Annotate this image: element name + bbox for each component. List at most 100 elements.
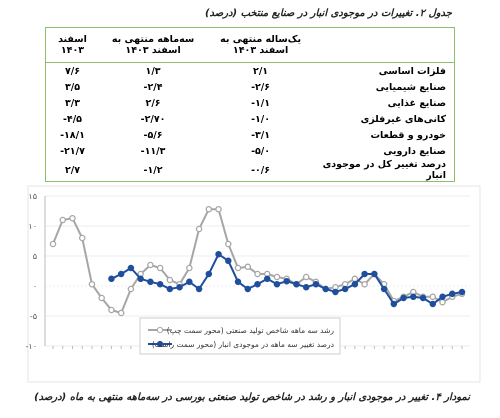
legend-marker	[156, 326, 164, 334]
cell: ۲/۶	[145, 97, 161, 109]
point	[361, 280, 368, 288]
point	[380, 285, 388, 293]
point	[108, 306, 115, 314]
figure-caption: نمودار ۴. تغییر در موجودی انبار و رشد در…	[34, 392, 470, 403]
table-row: خودرو و قطعات -۳/۱ -۵/۶ -۱۸/۱	[46, 127, 455, 143]
point	[429, 293, 437, 301]
chart: ۱۵ ۱۰ ۵ ۰ -۵ -۱۰ رشد سه ماهه شاخص تولید صنعتی …	[26, 185, 481, 383]
point	[186, 278, 193, 286]
point	[302, 283, 310, 291]
point	[205, 270, 213, 278]
header-cell: یک‌ساله منتهی به اسفند ۱۴۰۳	[207, 27, 314, 63]
table-body: فلزات اساسی ۲/۱ ۱/۳ ۷/۶ صنایع شیمیایی -۲/۶ -۲/…	[46, 63, 455, 182]
point	[88, 280, 96, 288]
cell: -۱/۱	[251, 97, 271, 109]
point	[176, 283, 183, 291]
point	[283, 277, 290, 285]
point	[351, 280, 359, 288]
point	[400, 294, 407, 302]
point	[195, 285, 203, 293]
row-label: خودرو و قطعات	[370, 129, 446, 141]
point	[351, 275, 359, 283]
cell: -۲/۶	[251, 81, 271, 93]
cell: -۵/۰	[251, 145, 271, 157]
cell: -۵/۶	[143, 129, 163, 141]
cell: -۱۸/۱	[60, 129, 85, 141]
y-tick-label: -۵	[30, 312, 37, 321]
point	[390, 300, 398, 308]
y-tick-label: ۱۵	[28, 192, 37, 201]
point	[302, 273, 310, 281]
cell: ۲/۷	[64, 164, 81, 176]
cell: -۲۱/۷	[60, 145, 85, 157]
legend-label: درصد تغییر سه ماهه در موجودی انبار (محور…	[152, 340, 334, 349]
cell: ۳/۵	[64, 81, 81, 93]
cell: -۱/۲	[143, 164, 163, 176]
legend-box	[139, 317, 341, 355]
header-cell: اسفند ۱۴۰۳	[45, 27, 99, 63]
point	[98, 294, 105, 302]
table-row: درصد تغییر کل در موجودی انبار -۰/۶ -۱/۲ ۲/۷	[46, 159, 455, 182]
cell: -۲/۷۰	[140, 113, 166, 125]
row-label: صنایع دارویی	[383, 145, 446, 157]
point	[234, 278, 242, 286]
cell: -۱۱/۳	[140, 145, 166, 157]
table-caption: جدول ۲. تغییرات در موجودی انبار در صنایع…	[204, 8, 452, 19]
point	[195, 225, 203, 233]
point	[156, 264, 164, 272]
row-label: کانی‌های غیرفلزی	[360, 113, 446, 125]
point	[225, 240, 232, 248]
y-tick-label: -۱۰	[26, 342, 37, 351]
point	[137, 275, 144, 283]
point	[59, 216, 66, 224]
point	[332, 288, 339, 296]
cell: ۳/۳	[64, 97, 81, 109]
point	[458, 288, 466, 296]
table-row: صنایع شیمیایی -۲/۶ -۲/۴ ۳/۵	[46, 79, 455, 95]
point	[117, 309, 125, 317]
point	[69, 214, 76, 222]
table: یک‌ساله منتهی به اسفند ۱۴۰۳ سه‌ماهه منته…	[45, 27, 455, 182]
row-label: فلزات اساسی	[378, 65, 446, 77]
point	[108, 275, 115, 283]
plot-frame	[27, 185, 481, 383]
legend-marker	[156, 340, 164, 348]
point	[312, 280, 320, 288]
cell: -۰/۶	[251, 164, 271, 176]
point	[449, 290, 456, 298]
cell: -۲/۴	[143, 81, 163, 93]
point	[273, 273, 281, 281]
point	[166, 276, 174, 284]
point	[117, 270, 125, 278]
point	[293, 280, 300, 288]
cell: -۳/۱	[251, 129, 271, 141]
point	[244, 263, 252, 271]
point	[166, 285, 174, 293]
point	[186, 264, 193, 272]
cell: -۱/۰	[251, 113, 271, 125]
point	[244, 285, 252, 293]
point	[205, 205, 213, 213]
point	[439, 298, 446, 306]
table-row: صنایع غذایی -۱/۱ ۲/۶ ۳/۳	[46, 95, 455, 111]
point	[225, 257, 232, 265]
point	[361, 270, 368, 278]
point	[215, 250, 222, 258]
cell: ۱/۳	[145, 65, 161, 77]
point	[127, 264, 135, 272]
legend-label: رشد سه ماهه شاخص تولید صنعتی (محور سمت چ…	[167, 326, 335, 335]
table-row: فلزات اساسی ۲/۱ ۱/۳ ۷/۶	[46, 63, 455, 80]
point	[273, 280, 281, 288]
y-tick-label: ۵	[33, 252, 37, 261]
point	[254, 280, 261, 288]
cell: -۴/۵	[62, 113, 82, 125]
point	[234, 264, 242, 272]
point	[371, 270, 378, 278]
point	[49, 240, 57, 248]
point	[263, 275, 271, 283]
table-row: صنایع دارویی -۵/۰ -۱۱/۳ -۲۱/۷	[46, 143, 455, 159]
point	[78, 234, 86, 242]
point	[147, 261, 154, 269]
point	[439, 293, 446, 301]
